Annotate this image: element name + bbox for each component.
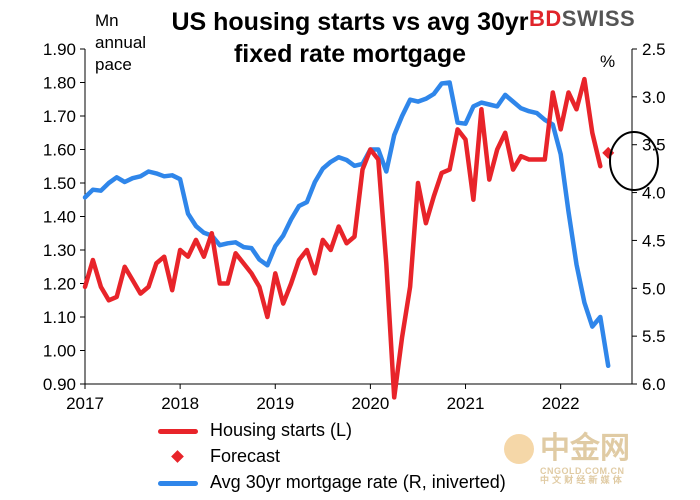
left-tick-label: 1.70 bbox=[43, 107, 76, 126]
right-tick-label: 4.5 bbox=[642, 231, 666, 250]
logo-swiss: SWISS bbox=[561, 6, 636, 31]
left-tick-label: 1.20 bbox=[43, 275, 76, 294]
logo-bd: BD bbox=[529, 6, 562, 31]
x-tick-label: 2017 bbox=[66, 394, 104, 413]
legend-label-housing: Housing starts (L) bbox=[210, 420, 353, 440]
left-tick-label: 1.30 bbox=[43, 241, 76, 260]
right-axis-ticks: 2.53.03.54.04.55.05.56.0 bbox=[632, 40, 666, 394]
series-line-housing-starts bbox=[82, 76, 603, 400]
x-axis-ticks: 2017 2018 2019 2020 2021 2022 bbox=[66, 384, 580, 413]
legend-swatch-housing bbox=[158, 429, 198, 434]
bdswiss-logo: BDSWISS bbox=[529, 6, 635, 32]
right-tick-label: 4.0 bbox=[642, 184, 666, 203]
left-tick-label: 1.10 bbox=[43, 308, 76, 327]
left-tick-label: 1.40 bbox=[43, 208, 76, 227]
x-tick-label: 2018 bbox=[161, 394, 199, 413]
right-tick-label: 6.0 bbox=[642, 375, 666, 394]
watermark-url: CNGOLD.COM.CN bbox=[540, 466, 625, 476]
left-axis-unit: Mn annual pace bbox=[95, 10, 146, 76]
series-line-mortgage-rate bbox=[82, 80, 611, 369]
left-tick-label: 1.90 bbox=[43, 40, 76, 59]
left-tick-label: 1.50 bbox=[43, 174, 76, 193]
right-tick-label: 5.0 bbox=[642, 279, 666, 298]
series-group bbox=[82, 76, 615, 400]
watermark: 中金网 CNGOLD.COM.CN 中 文 财 经 新 媒 体 bbox=[504, 431, 630, 486]
left-axis-ticks: 0.90 1.00 1.10 1.20 1.30 1.40 1.50 1.60 1.70 1.80… bbox=[43, 40, 85, 394]
left-axis-unit-line: annual bbox=[95, 33, 147, 52]
right-axis-unit: % bbox=[600, 52, 615, 71]
legend-swatch-forecast bbox=[171, 450, 184, 463]
left-tick-label: 1.60 bbox=[43, 141, 76, 160]
left-axis-unit-line: Mn bbox=[95, 11, 119, 30]
legend-item-forecast: Forecast bbox=[150, 444, 506, 470]
x-tick-label: 2021 bbox=[447, 394, 485, 413]
x-tick-label: 2020 bbox=[351, 394, 389, 413]
x-tick-label: 2022 bbox=[542, 394, 580, 413]
left-tick-label: 1.80 bbox=[43, 74, 76, 93]
legend-label-forecast: Forecast bbox=[210, 446, 281, 466]
chart-title: US housing starts vs avg 30yr fixed rate… bbox=[171, 8, 529, 68]
left-tick-label: 1.00 bbox=[43, 342, 76, 361]
right-tick-label: 5.5 bbox=[642, 327, 666, 346]
left-axis-unit-line: pace bbox=[95, 55, 132, 74]
watermark-tagline: 中 文 财 经 新 媒 体 bbox=[540, 476, 622, 486]
legend: Housing starts (L) Forecast Avg 30yr mor… bbox=[150, 418, 506, 496]
legend-swatch-mortgage bbox=[158, 481, 198, 486]
watermark-main: 中金网 bbox=[540, 431, 630, 466]
legend-label-mortgage: Avg 30yr mortgage rate (R, iniverted) bbox=[210, 472, 506, 492]
legend-item-housing: Housing starts (L) bbox=[150, 418, 506, 444]
left-tick-label: 0.90 bbox=[43, 375, 76, 394]
right-tick-label: 2.5 bbox=[642, 40, 666, 59]
right-tick-label: 3.0 bbox=[642, 88, 666, 107]
x-tick-label: 2019 bbox=[256, 394, 294, 413]
highlight-circle bbox=[609, 131, 659, 191]
legend-item-mortgage: Avg 30yr mortgage rate (R, iniverted) bbox=[150, 470, 506, 496]
watermark-logo-icon bbox=[504, 434, 534, 464]
